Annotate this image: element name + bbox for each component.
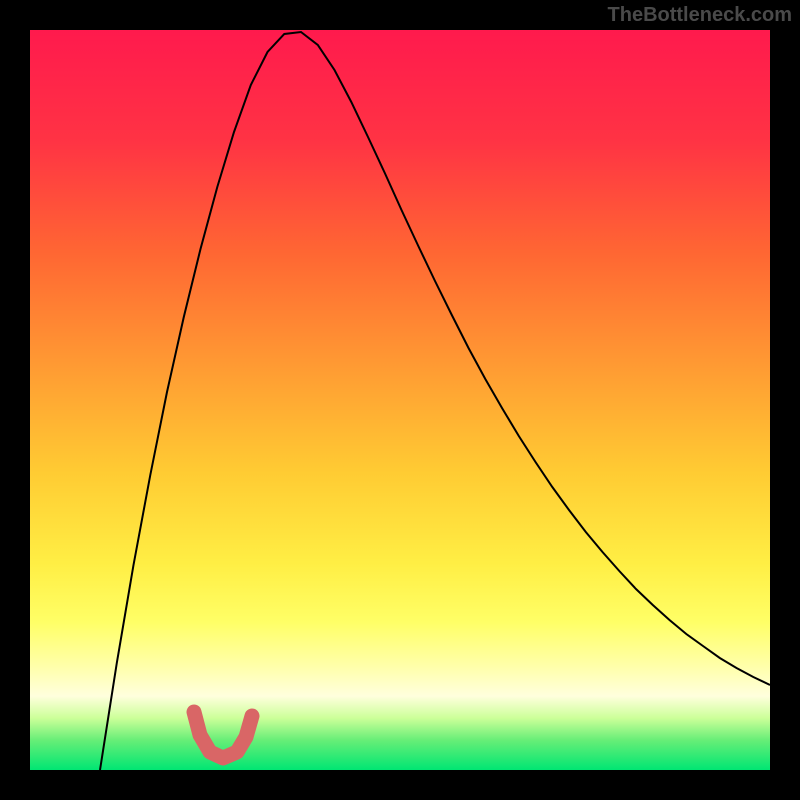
bottleneck-curve: [100, 32, 770, 770]
plot-area: [30, 30, 770, 770]
curve-layer: [30, 30, 770, 770]
watermark-text: TheBottleneck.com: [608, 4, 792, 27]
highlight-marker: [194, 712, 252, 758]
